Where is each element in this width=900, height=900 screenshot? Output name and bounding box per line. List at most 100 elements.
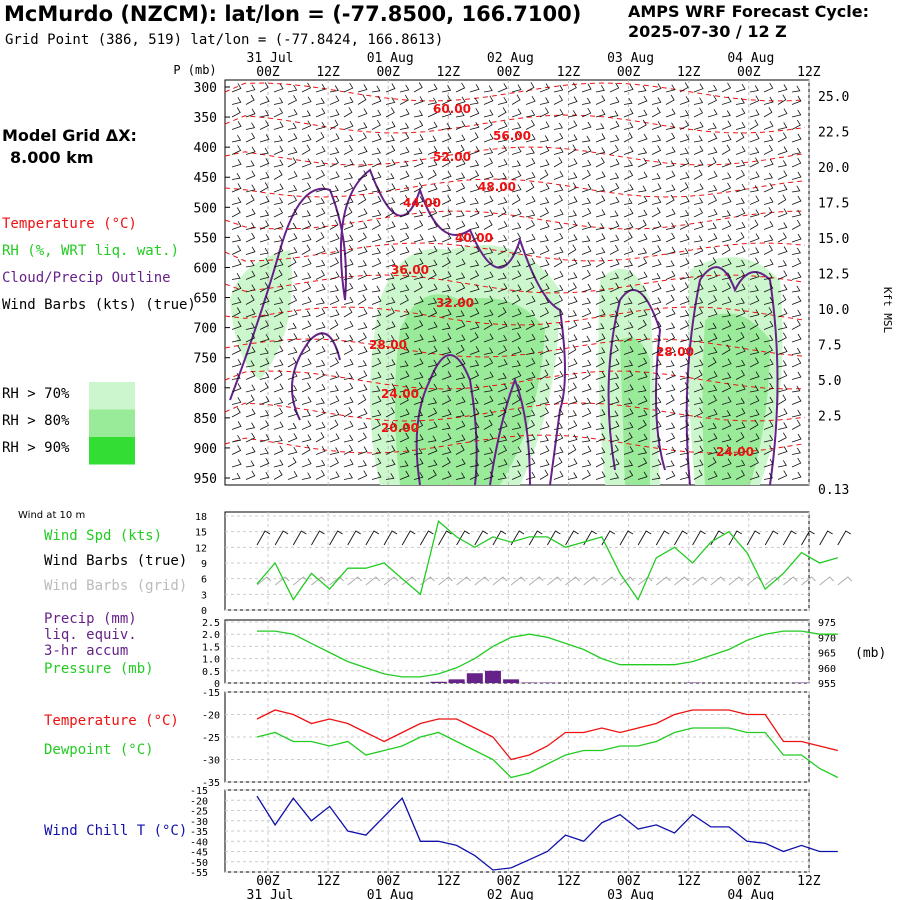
wind-barb [469,259,480,268]
wind-barb [455,396,466,405]
wind-barb-grid [837,576,853,586]
wind-barb [525,157,536,168]
wind-barb [791,357,802,368]
wind-barb [539,383,550,393]
wind-barb [791,309,802,318]
wind-barb [735,107,746,118]
wind-barb [455,220,466,230]
wind-barb [315,145,326,155]
wind-barb [497,172,507,180]
wind-barb [483,219,493,230]
wind-barb [749,285,759,293]
wind-barb [679,371,690,380]
wind-barb [609,196,620,205]
wind-barb [623,397,633,405]
wind-barb [525,409,536,418]
wind-barb-grid [365,576,381,586]
wind-barb [315,321,326,330]
wind-barb [231,445,242,455]
wind-barb [483,157,494,168]
temperature-contour-label: 24.00 [716,445,754,459]
wind-barb [595,123,605,130]
wind-barb [581,169,591,180]
wind-barb [539,283,550,293]
wind-barb [539,197,550,205]
wind-barb [427,397,438,405]
legend-wind10-title: Wind at 10 m [18,510,86,521]
wind-barb [609,134,620,143]
wind-barb-grid [801,576,816,586]
wind-barb [427,107,438,118]
wind-barb [623,170,634,180]
wind-barb-grid [565,576,580,586]
wind-barb [301,258,312,268]
date-label-bottom: 04 Aug [727,888,774,900]
wind-barb [763,244,773,255]
wind-barb [623,446,634,455]
wind-barb [315,469,325,480]
wind-barb [273,297,284,305]
wind-barb [567,172,578,180]
wind-barb [301,196,312,205]
wind-barb [651,445,662,455]
wind-barb-grid [619,576,635,586]
wind-barb [721,358,732,368]
wind-barb [357,246,368,255]
wind-barb [343,107,353,118]
wind-barb [385,297,396,305]
wind-barb [567,210,577,218]
wind-barb [455,210,465,218]
pressure-axis-label: P (mb) [173,63,216,77]
wind-barb [413,196,424,205]
grid-point-subtitle: Grid Point (386, 519) lat/lon = (-77.842… [5,32,444,48]
wind-barb [525,171,536,180]
temperature-contour [224,274,806,294]
wind-barb [707,395,718,405]
wind-barb [427,383,438,393]
wind-barb [343,144,353,155]
wind-barb [539,207,549,218]
wind-barb [609,220,620,230]
wind-barb [609,382,620,393]
wind-barb [651,383,662,393]
wind-barb [651,434,662,443]
wind-barb [301,458,312,468]
wind-barb [623,184,634,193]
wind-barb [469,146,480,155]
wind-barb [483,333,494,343]
wind-barb [385,335,395,343]
wind-barb [483,185,493,193]
wind-barb [553,470,564,480]
wind-barb [399,432,410,443]
wind-barb [385,135,395,143]
wind-barb-true [547,530,561,546]
wind-barb [763,158,774,168]
wind-barb [707,295,718,305]
wind-barb [539,259,550,268]
wind-barb [455,182,466,193]
wind-barb [525,419,535,430]
wind-barb [665,208,676,218]
wind-barb [315,259,326,268]
wind-barb [707,195,718,205]
wind-barb [651,245,662,255]
wind-barb [245,194,255,205]
wind-barb [525,447,535,455]
wind-barb [385,383,396,393]
wind-barb [231,134,242,143]
wind-barb [623,246,634,255]
wind-barb [385,245,396,255]
wind-barb [441,157,451,168]
wind-barb [791,371,802,380]
wind-barb [329,85,339,93]
wind-barb [791,233,802,243]
wind-barb [455,172,466,180]
wind-barb [567,444,577,455]
wind-barb [749,133,760,143]
date-label-top: 31 Jul [247,51,294,66]
wind-barb [637,185,647,193]
wind-barb-true [419,530,434,546]
wind-barb [469,208,480,218]
wind-barb [231,97,242,105]
wind-barb [399,408,410,418]
